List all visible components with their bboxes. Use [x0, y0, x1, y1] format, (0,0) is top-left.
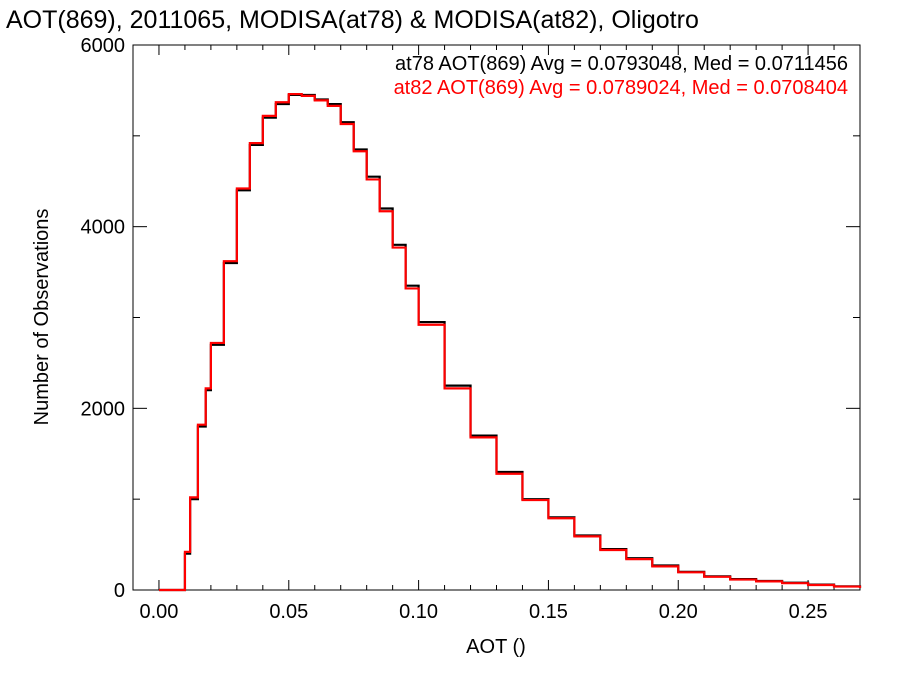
x-tick-label: 0.20	[659, 601, 698, 623]
y-tick-label: 4000	[81, 217, 126, 239]
x-tick-label: 0.05	[269, 601, 308, 623]
x-axis: 0.00 0.05 0.10 0.15 0.20 0.25	[139, 45, 835, 623]
y-axis-label: Number of Observations	[31, 209, 53, 426]
y-axis: 0 2000 4000 6000	[81, 35, 860, 602]
x-axis-label: AOT ()	[466, 636, 526, 658]
x-tick-label: 0.25	[789, 601, 828, 623]
histogram-series-2	[158, 92, 862, 592]
x-tick-label: 0.15	[529, 601, 568, 623]
x-tick-label: 0.00	[139, 601, 178, 623]
series-annotation-1: at78 AOT(869) Avg = 0.0793048, Med = 0.0…	[395, 53, 848, 75]
series-layer	[158, 92, 862, 592]
plot-frame	[132, 44, 861, 591]
annotations: at78 AOT(869) Avg = 0.0793048, Med = 0.0…	[394, 53, 848, 99]
y-tick-label: 2000	[81, 398, 126, 420]
histogram-series-1	[158, 93, 862, 592]
chart-title: AOT(869), 2011065, MODISA(at78) & MODISA…	[6, 6, 699, 34]
y-tick-label: 0	[114, 580, 125, 602]
series-annotation-2: at82 AOT(869) Avg = 0.0789024, Med = 0.0…	[394, 77, 848, 99]
y-tick-label: 6000	[81, 35, 126, 57]
x-tick-label: 0.10	[399, 601, 438, 623]
